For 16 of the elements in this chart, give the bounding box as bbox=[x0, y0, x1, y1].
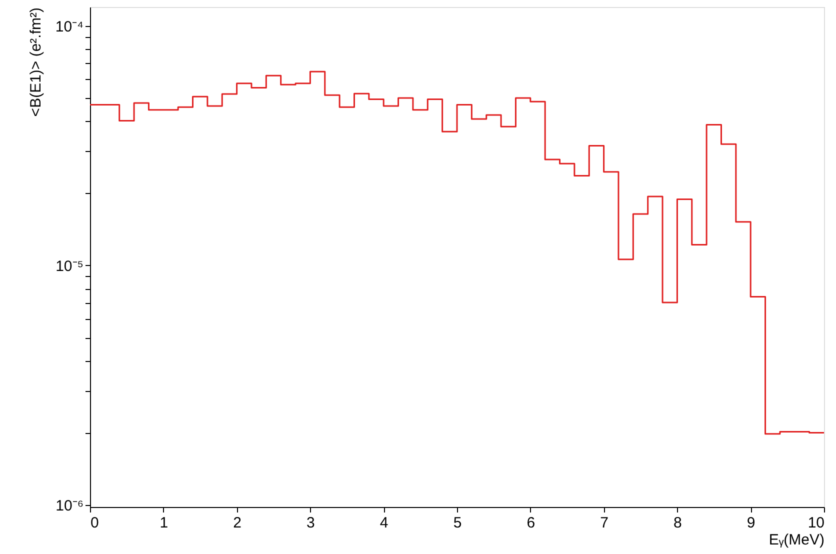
x-tick-label: 6 bbox=[526, 514, 536, 532]
x-tick-label: 8 bbox=[674, 514, 682, 532]
x-axis-title: Eᵧ(MeV) bbox=[768, 532, 824, 548]
x-tick-label: 2 bbox=[233, 514, 242, 532]
x-tick-label: 10 bbox=[808, 514, 824, 532]
x-tick-label: 5 bbox=[453, 514, 462, 532]
x-tick-label: 4 bbox=[380, 514, 388, 532]
x-tick-label: 1 bbox=[160, 514, 168, 532]
x-tick-label: 3 bbox=[306, 514, 315, 532]
x-tick-label: 7 bbox=[600, 514, 608, 532]
y-tick-label: 10⁻⁵ bbox=[56, 258, 84, 275]
y-tick-label: 10⁻⁴ bbox=[55, 18, 84, 36]
y-axis-title: <B(E1)> (e².fm²) bbox=[27, 8, 44, 117]
x-tick-label: 9 bbox=[746, 514, 756, 532]
x-tick-label: 0 bbox=[90, 514, 99, 532]
y-tick-label: 10⁻⁶ bbox=[56, 497, 84, 514]
